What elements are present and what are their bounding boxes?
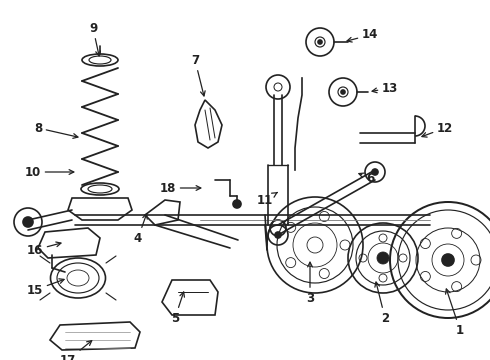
Text: 4: 4 bbox=[134, 214, 147, 244]
Text: 8: 8 bbox=[34, 122, 78, 138]
Text: 5: 5 bbox=[171, 292, 184, 324]
Circle shape bbox=[23, 217, 33, 227]
Circle shape bbox=[233, 200, 241, 208]
Circle shape bbox=[275, 232, 281, 238]
Circle shape bbox=[377, 252, 389, 264]
Text: 14: 14 bbox=[347, 28, 378, 42]
Text: 15: 15 bbox=[27, 279, 64, 297]
Text: 10: 10 bbox=[25, 166, 74, 179]
Text: 13: 13 bbox=[372, 81, 398, 94]
Text: 12: 12 bbox=[422, 122, 453, 137]
Text: 7: 7 bbox=[191, 54, 205, 96]
Text: 3: 3 bbox=[306, 262, 314, 305]
Text: 1: 1 bbox=[445, 289, 464, 337]
Text: 11: 11 bbox=[257, 193, 277, 207]
Text: 2: 2 bbox=[375, 282, 389, 324]
Circle shape bbox=[318, 40, 322, 44]
Text: 17: 17 bbox=[60, 341, 92, 360]
Circle shape bbox=[372, 169, 378, 175]
Circle shape bbox=[341, 90, 345, 94]
Circle shape bbox=[442, 254, 454, 266]
Text: 16: 16 bbox=[27, 242, 61, 256]
Text: 18: 18 bbox=[160, 181, 201, 194]
Text: 6: 6 bbox=[359, 171, 374, 184]
Text: 9: 9 bbox=[89, 22, 100, 56]
